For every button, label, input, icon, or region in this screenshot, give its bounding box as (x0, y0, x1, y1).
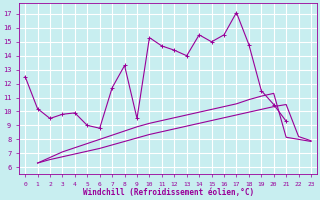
X-axis label: Windchill (Refroidissement éolien,°C): Windchill (Refroidissement éolien,°C) (83, 188, 254, 197)
